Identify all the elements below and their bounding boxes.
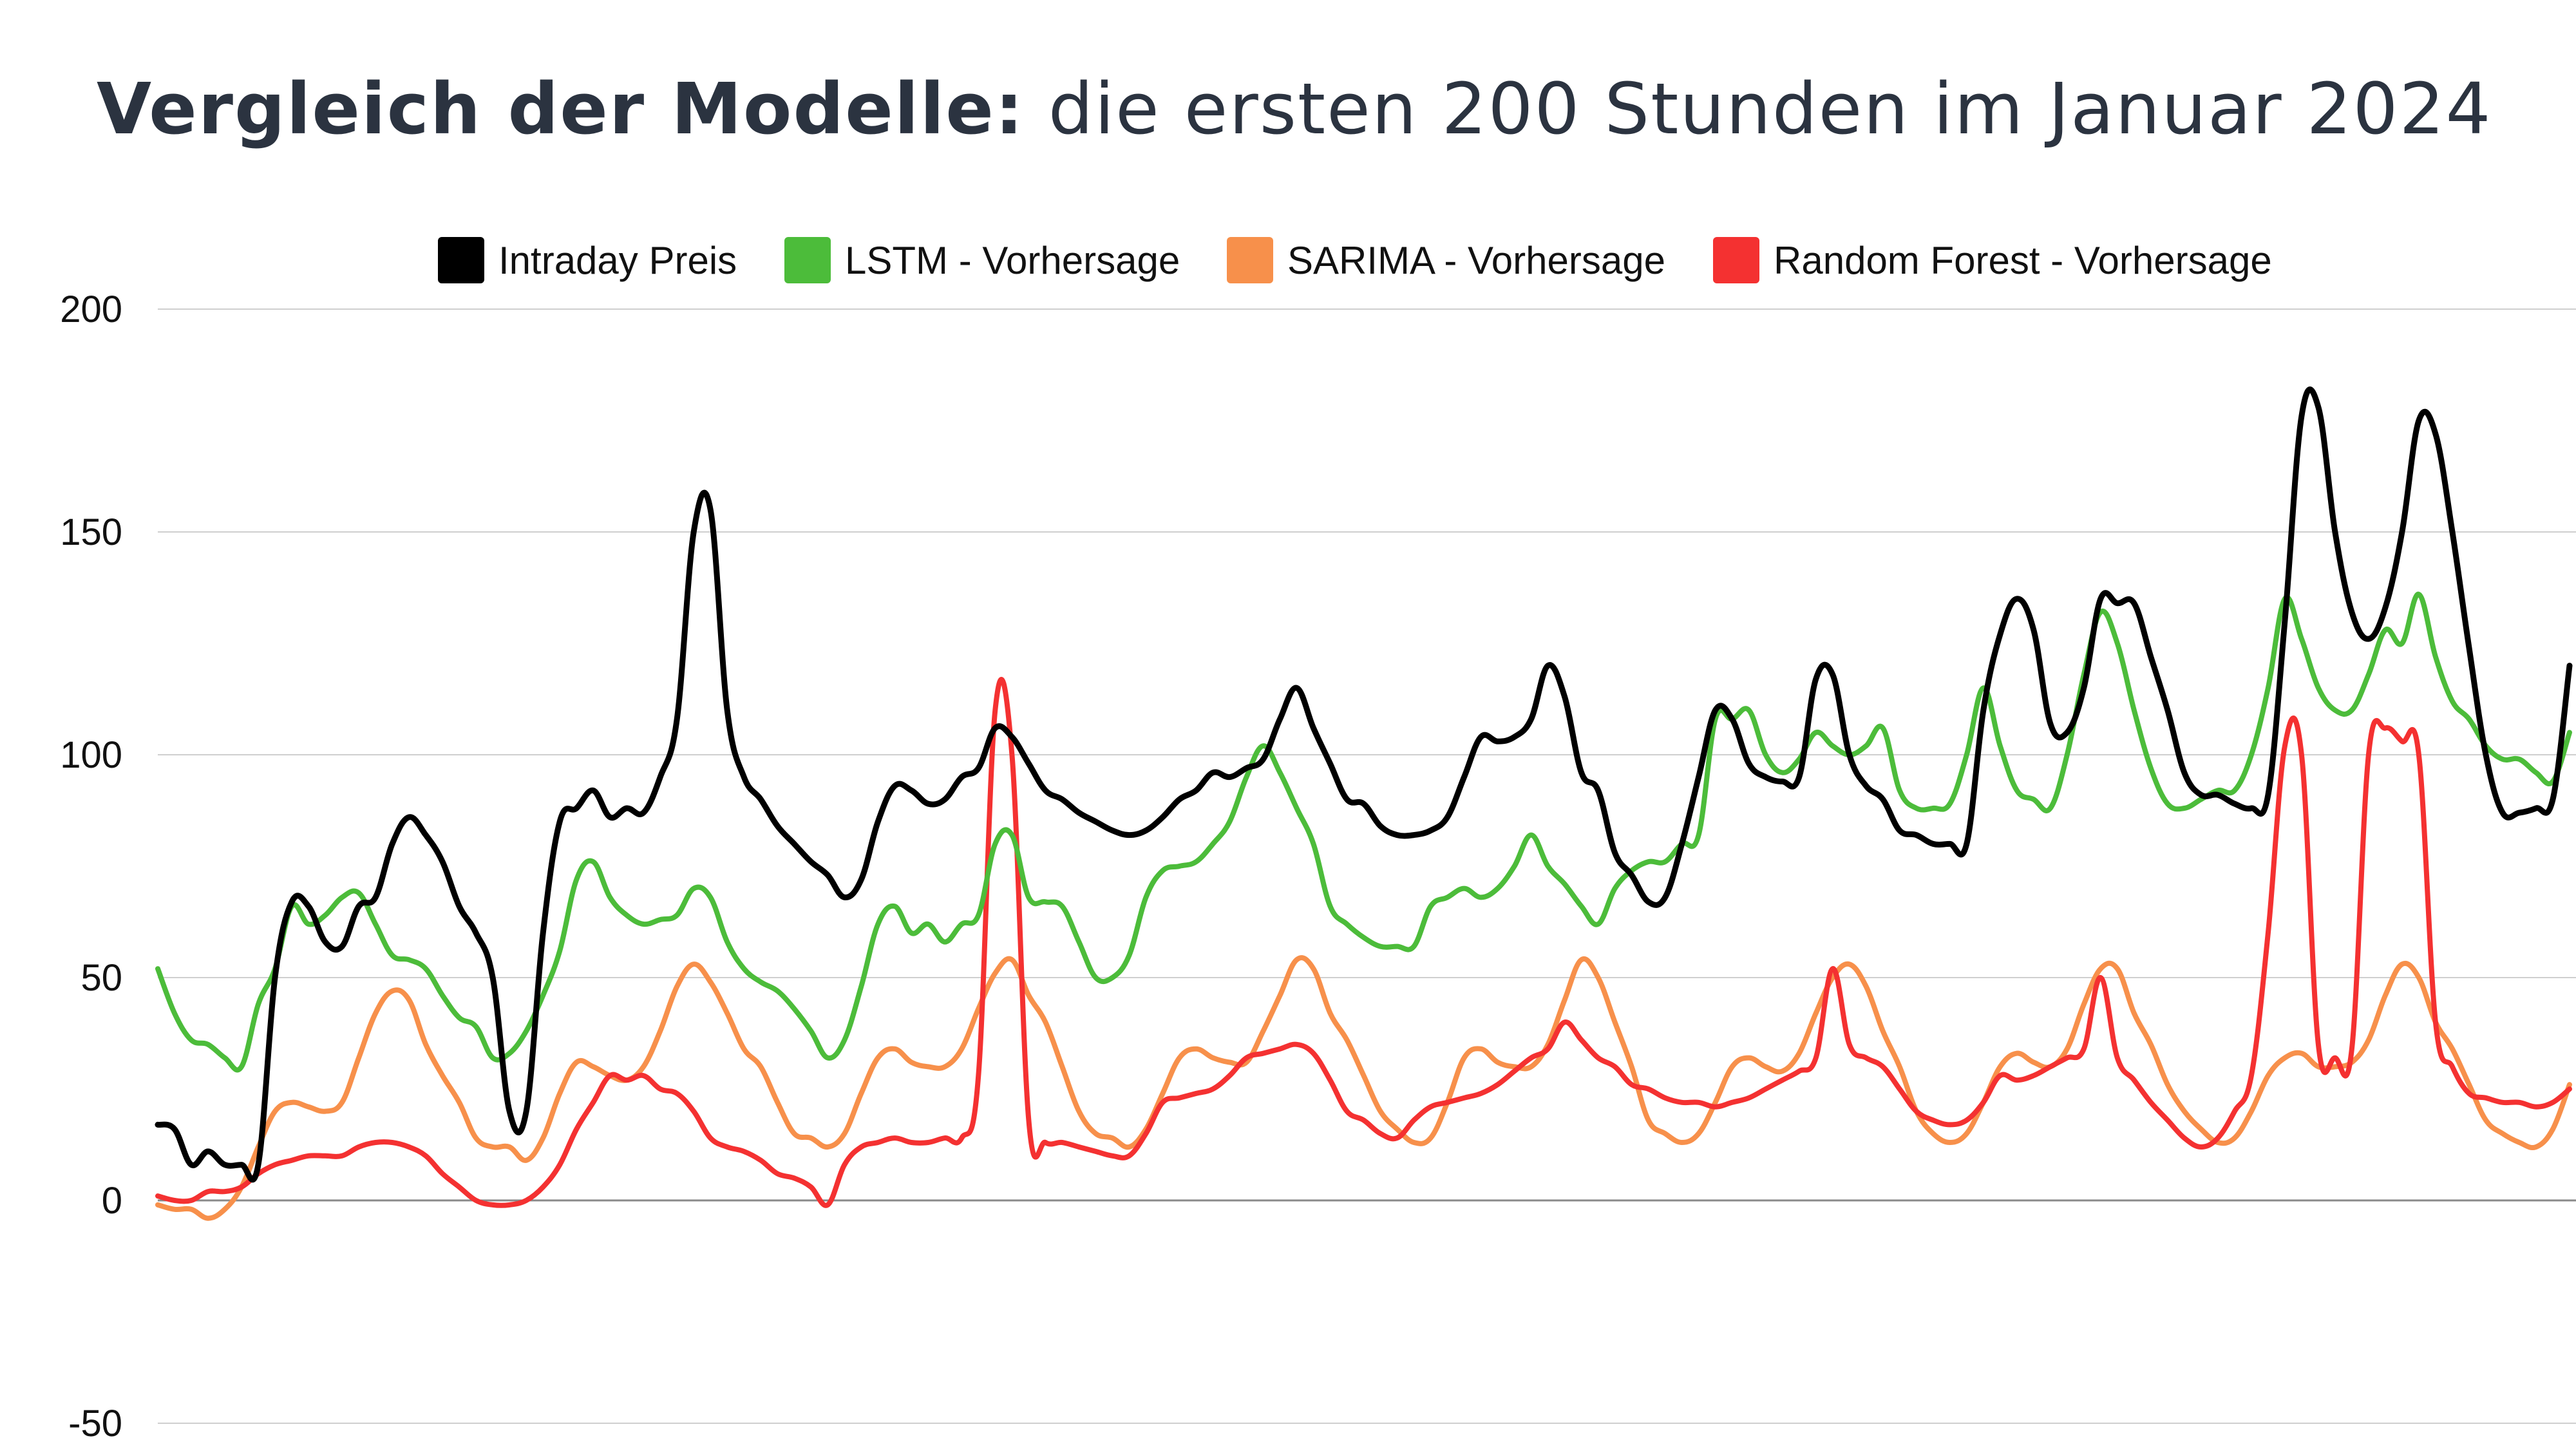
legend-label: Random Forest - Vorhersage — [1774, 239, 2272, 282]
series-line-lstm-vorhersage — [155, 591, 2572, 1073]
legend-label: SARIMA - Vorhersage — [1287, 239, 1665, 282]
legend-swatch — [784, 237, 831, 283]
chart-title-rest: die ersten 200 Stunden im Januar 2024 — [1024, 68, 2492, 150]
legend-label: Intraday Preis — [498, 239, 737, 282]
series-lines — [155, 386, 2573, 1221]
legend-swatch — [1227, 237, 1273, 283]
y-tick-label: 200 — [60, 289, 122, 330]
grid-lines — [158, 308, 2576, 1424]
y-tick-label: 0 — [102, 1180, 122, 1222]
legend: Intraday Preis LSTM - Vorhersage SARIMA - … — [438, 237, 2272, 283]
y-axis-ticks: 200 150 100 50 0 -50 — [60, 289, 122, 1444]
legend-label: LSTM - Vorhersage — [845, 239, 1180, 282]
y-tick-label: 50 — [80, 957, 122, 999]
chart-title: Vergleich der Modelle: die ersten 200 St… — [97, 68, 2492, 150]
series-line-sarima-vorhersage — [155, 955, 2572, 1221]
series-line-random-forest-vorhersage — [155, 677, 2572, 1208]
y-tick-label: 150 — [60, 511, 122, 553]
chart-title-bold: Vergleich der Modelle: — [97, 68, 1025, 150]
y-tick-label: 100 — [60, 734, 122, 776]
y-tick-label: -50 — [68, 1403, 122, 1444]
legend-swatch — [1713, 237, 1759, 283]
series-line-intraday-preis — [155, 386, 2573, 1183]
legend-swatch — [438, 237, 484, 283]
